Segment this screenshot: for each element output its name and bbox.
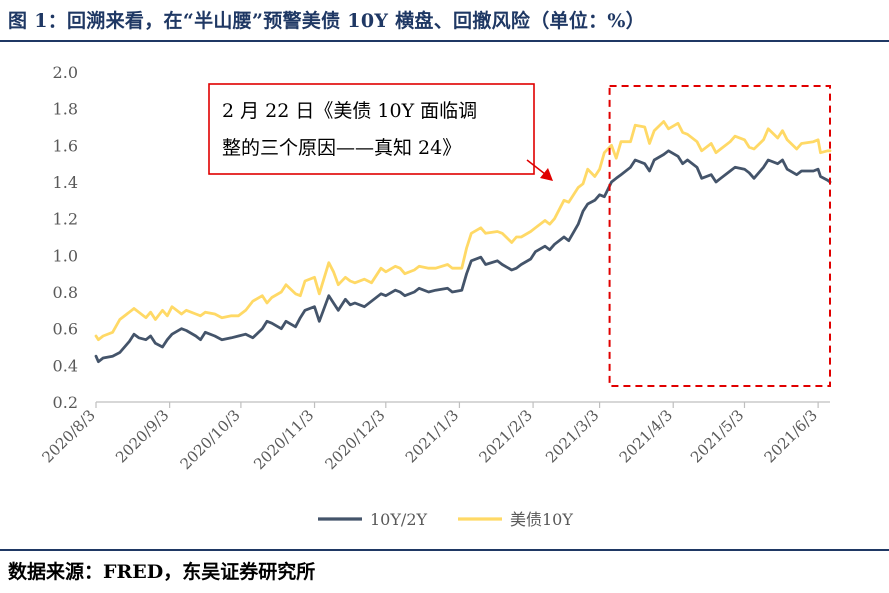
figure-title: 图 1：回溯来看，在“半山腰”预警美债 10Y 横盘、回撤风险（单位：%） bbox=[8, 10, 646, 32]
y-axis: 0.2 0.4 0.6 0.8 1.0 1.2 1.4 1.6 1.8 2.0 bbox=[53, 63, 78, 412]
x-tick-label: 2021/5/3 bbox=[687, 406, 747, 466]
x-tick-label: 2020/11/3 bbox=[250, 406, 317, 473]
y-tick-label: 1.0 bbox=[53, 246, 78, 265]
x-tick-label: 2021/1/3 bbox=[402, 406, 462, 466]
x-tick-label: 2021/6/3 bbox=[761, 406, 821, 466]
legend-label-1: 美债10Y bbox=[510, 510, 573, 529]
y-tick-label: 0.6 bbox=[53, 320, 78, 339]
annotation-box: 2 月 22 日《美债 10Y 面临调 整的三个原因——真知 24》 bbox=[208, 83, 535, 175]
y-tick-label: 1.4 bbox=[53, 173, 78, 192]
highlight-box bbox=[608, 85, 831, 387]
x-tick-label: 2020/8/3 bbox=[38, 406, 98, 466]
y-tick-label: 2.0 bbox=[53, 63, 78, 82]
y-tick-label: 0.8 bbox=[53, 283, 78, 302]
x-tick-label: 2021/3/3 bbox=[542, 406, 602, 466]
series-line-0 bbox=[94, 149, 832, 364]
legend: 10Y/2Y 美债10Y bbox=[318, 510, 573, 529]
y-tick-label: 0.4 bbox=[53, 356, 78, 375]
x-tick-label: 2020/12/3 bbox=[322, 406, 389, 473]
x-tick-label: 2021/2/3 bbox=[476, 406, 536, 466]
source-note: 数据来源：FRED，东吴证券研究所 bbox=[8, 561, 316, 583]
series-layer bbox=[94, 120, 832, 364]
series-line-1 bbox=[94, 120, 832, 342]
title-rule bbox=[0, 40, 889, 42]
x-axis: 2020/8/3 2020/9/3 2020/10/3 2020/11/3 2020/1… bbox=[38, 401, 830, 473]
y-tick-label: 1.8 bbox=[53, 100, 78, 119]
legend-label-0: 10Y/2Y bbox=[370, 510, 427, 529]
source-rule bbox=[0, 549, 889, 551]
annotation-arrow bbox=[526, 159, 553, 181]
annotation-line-2: 整的三个原因——真知 24》 bbox=[222, 137, 461, 159]
y-tick-label: 0.2 bbox=[53, 393, 78, 412]
annotation-frame bbox=[208, 83, 535, 175]
y-tick-label: 1.6 bbox=[53, 136, 78, 155]
x-tick-label: 2020/10/3 bbox=[177, 406, 244, 473]
y-tick-label: 1.2 bbox=[53, 210, 78, 229]
x-tick-label: 2021/4/3 bbox=[616, 406, 676, 466]
x-tick-label: 2020/9/3 bbox=[112, 406, 172, 466]
annotation-line-1: 2 月 22 日《美债 10Y 面临调 bbox=[222, 100, 477, 122]
